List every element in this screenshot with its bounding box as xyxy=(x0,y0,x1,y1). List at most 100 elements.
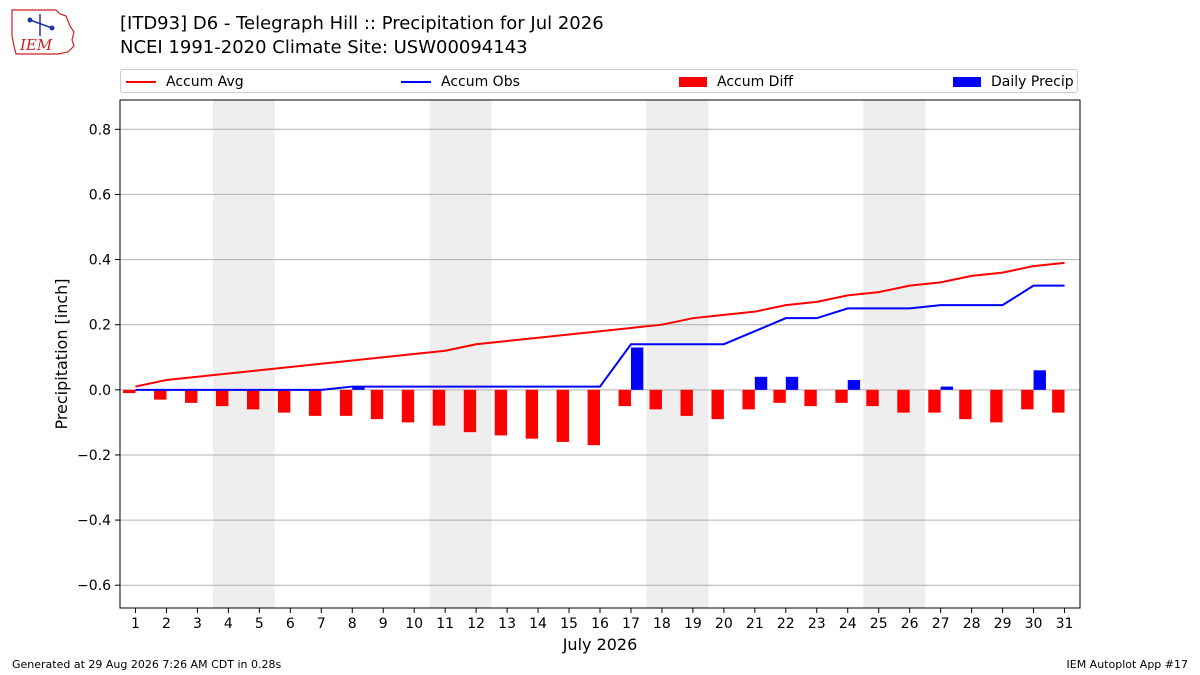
legend-label: Accum Avg xyxy=(166,74,244,90)
daily-precip-bar xyxy=(754,376,768,390)
daily-precip-bar xyxy=(630,347,644,390)
accum-obs-line xyxy=(135,284,1065,391)
accum-diff-bar xyxy=(587,389,600,446)
accum-diff-bar xyxy=(618,389,631,407)
axis-ticks: −0.6−0.4−0.20.00.20.40.60.81 2 3 4 5 6 7 8 9 10 11… xyxy=(77,122,1073,632)
accum-diff-bar xyxy=(649,389,662,410)
legend-item-accum-diff: Accum Diff xyxy=(679,73,793,91)
x-tick-label: 5 xyxy=(255,616,264,632)
legend-item-accum-avg: Accum Avg xyxy=(126,73,244,91)
x-axis-label: July 2026 xyxy=(562,635,638,654)
legend-item-daily-precip: Daily Precip xyxy=(953,73,1074,91)
y-tick-label: 0.2 xyxy=(89,318,111,334)
svg-text:IEM: IEM xyxy=(19,36,53,54)
accum-diff-bar xyxy=(990,389,1003,423)
x-tick-label: 18 xyxy=(653,616,671,632)
x-tick-label: 13 xyxy=(498,616,516,632)
weekend-band xyxy=(646,100,709,608)
accum-diff-bar xyxy=(711,389,724,420)
footer-app: IEM Autoplot App #17 xyxy=(1066,658,1189,671)
accum-diff-bar xyxy=(494,389,508,436)
x-tick-label: 21 xyxy=(746,616,764,632)
daily-precip-bar xyxy=(940,386,954,390)
x-tick-label: 28 xyxy=(963,616,981,632)
x-tick-label: 2 xyxy=(162,616,171,632)
footer-generated: Generated at 29 Aug 2026 7:26 AM CDT in … xyxy=(12,658,282,671)
daily-precip-bar xyxy=(847,380,861,390)
daily-precip-bar xyxy=(785,376,799,390)
accum-diff-bar xyxy=(959,389,972,420)
x-tick-label: 15 xyxy=(560,616,578,632)
line-marks xyxy=(135,261,1065,391)
x-tick-label: 23 xyxy=(808,616,826,632)
y-tick-label: −0.2 xyxy=(77,448,111,464)
accum-diff-bar xyxy=(556,389,570,442)
weekend-band xyxy=(212,100,275,608)
daily-precip-bar xyxy=(352,386,365,390)
accum-diff-bar xyxy=(432,389,446,426)
y-tick-label: −0.6 xyxy=(77,578,111,594)
accum-diff-bar xyxy=(154,389,167,400)
y-tick-label: 0.0 xyxy=(89,383,111,399)
daily-precip-bar xyxy=(1033,370,1046,390)
x-tick-label: 14 xyxy=(529,616,547,632)
accum-diff-bar xyxy=(463,389,477,433)
legend-swatch-accum-obs xyxy=(401,81,431,83)
x-tick-label: 10 xyxy=(405,616,423,632)
accum-avg-line xyxy=(135,261,1065,388)
chart-subtitle: NCEI 1991-2020 Climate Site: USW00094143 xyxy=(120,37,528,58)
accum-diff-bar xyxy=(897,389,910,413)
x-tick-label: 6 xyxy=(286,616,295,632)
y-tick-label: 0.8 xyxy=(89,122,111,138)
legend-swatch-accum-diff xyxy=(679,77,707,87)
accum-diff-bar xyxy=(680,389,693,416)
accum-diff-bar xyxy=(308,389,322,416)
x-tick-label: 27 xyxy=(932,616,950,632)
legend-label: Accum Diff xyxy=(717,74,794,90)
x-tick-label: 9 xyxy=(379,616,388,632)
accum-diff-bar xyxy=(773,389,786,403)
y-tick-label: 0.6 xyxy=(89,187,111,203)
bar-marks xyxy=(123,347,1065,446)
x-tick-label: 30 xyxy=(1025,616,1043,632)
x-tick-label: 29 xyxy=(994,616,1012,632)
legend-label: Accum Obs xyxy=(441,74,520,90)
accum-diff-bar xyxy=(401,389,415,423)
accum-diff-bar xyxy=(928,389,941,413)
weekend-band xyxy=(863,100,926,608)
legend-swatch-accum-avg xyxy=(126,81,156,83)
accum-diff-bar xyxy=(742,389,755,410)
accum-diff-bar xyxy=(804,389,817,407)
accum-diff-bar xyxy=(339,389,353,416)
x-tick-label: 7 xyxy=(317,616,326,632)
y-axis-label: Precipitation [inch] xyxy=(52,278,71,429)
accum-diff-bar xyxy=(370,389,384,420)
x-tick-label: 20 xyxy=(715,616,733,632)
x-tick-label: 25 xyxy=(870,616,888,632)
accum-diff-bar xyxy=(246,389,260,410)
accum-diff-bar xyxy=(123,389,136,394)
x-tick-label: 4 xyxy=(224,616,233,632)
accum-diff-bar xyxy=(1021,389,1034,410)
x-tick-label: 17 xyxy=(622,616,640,632)
accum-diff-bar xyxy=(1052,389,1065,413)
legend-label: Daily Precip xyxy=(991,74,1074,90)
x-tick-label: 12 xyxy=(467,616,485,632)
weekend-shading xyxy=(212,100,926,608)
x-tick-label: 8 xyxy=(348,616,357,632)
weekend-band xyxy=(429,100,492,608)
chart-title: [ITD93] D6 - Telegraph Hill :: Precipita… xyxy=(120,13,604,34)
x-tick-label: 11 xyxy=(436,616,454,632)
x-tick-label: 24 xyxy=(839,616,857,632)
x-tick-label: 26 xyxy=(901,616,919,632)
legend: Accum Avg Accum Obs Accum Diff Daily Pre… xyxy=(120,69,1078,93)
x-tick-label: 16 xyxy=(591,616,609,632)
accum-diff-bar xyxy=(835,389,848,403)
x-tick-label: 22 xyxy=(777,616,795,632)
accum-diff-bar xyxy=(185,389,198,403)
y-tick-label: −0.4 xyxy=(77,513,111,529)
y-tick-label: 0.4 xyxy=(89,253,111,269)
x-tick-label: 3 xyxy=(193,616,202,632)
x-tick-label: 1 xyxy=(131,616,140,632)
